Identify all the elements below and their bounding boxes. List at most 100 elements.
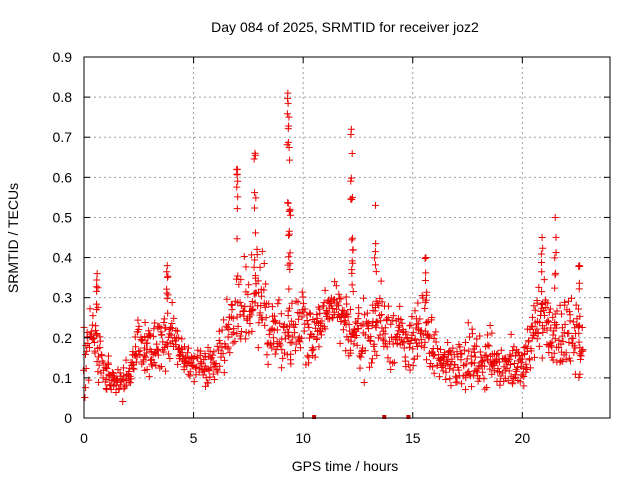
- data-point: [558, 310, 566, 318]
- data-point: [296, 344, 304, 352]
- data-point: [480, 375, 488, 383]
- data-point: [396, 302, 404, 310]
- data-point: [488, 329, 496, 337]
- data-point: [371, 248, 379, 256]
- data-point: [109, 370, 117, 378]
- data-point: [288, 299, 296, 307]
- data-point: [544, 317, 552, 325]
- data-point: [361, 331, 369, 339]
- data-point: [260, 259, 268, 267]
- data-point: [255, 319, 263, 327]
- data-point: [490, 367, 498, 375]
- data-point: [562, 355, 570, 363]
- data-point: [538, 268, 546, 276]
- data-point: [345, 320, 353, 328]
- data-point: [530, 332, 538, 340]
- data-point: [371, 347, 379, 355]
- data-point: [234, 193, 242, 201]
- data-point: [380, 337, 388, 345]
- data-point: [245, 329, 253, 337]
- data-point: [229, 339, 237, 347]
- data-point: [119, 364, 127, 372]
- data-point: [162, 367, 170, 375]
- data-point: [256, 263, 264, 271]
- data-point: [432, 338, 440, 346]
- data-point: [385, 338, 393, 346]
- data-point: [575, 322, 583, 330]
- data-point: [551, 284, 559, 292]
- data-point: [173, 327, 181, 335]
- data-point: [277, 310, 285, 318]
- data-point: [485, 342, 493, 350]
- data-point: [483, 384, 491, 392]
- data-point: [285, 285, 293, 293]
- data-point: [316, 309, 324, 317]
- data-point: [550, 349, 558, 357]
- data-point: [216, 339, 224, 347]
- baseline-markers: [312, 415, 411, 419]
- data-point: [227, 300, 235, 308]
- data-point: [164, 309, 172, 317]
- data-point: [135, 347, 143, 355]
- data-point: [527, 322, 535, 330]
- data-point: [538, 354, 546, 362]
- data-point: [378, 298, 386, 306]
- data-point: [420, 343, 428, 351]
- data-point: [409, 329, 417, 337]
- data-point: [579, 347, 587, 355]
- data-point: [148, 362, 156, 370]
- data-point: [543, 341, 551, 349]
- data-point: [163, 339, 171, 347]
- data-point: [237, 302, 245, 310]
- data-point: [88, 321, 96, 329]
- data-point: [242, 263, 250, 271]
- data-point: [407, 336, 415, 344]
- data-point: [347, 174, 355, 182]
- data-point: [552, 248, 560, 256]
- x-tick-label: 5: [190, 430, 198, 446]
- data-point: [381, 340, 389, 348]
- data-point: [552, 269, 560, 277]
- data-point: [286, 322, 294, 330]
- data-point: [209, 370, 217, 378]
- data-point: [141, 332, 149, 340]
- data-point: [413, 342, 421, 350]
- data-point: [92, 322, 100, 330]
- data-point: [278, 346, 286, 354]
- data-point: [251, 204, 259, 212]
- data-point: [402, 328, 410, 336]
- data-point: [370, 340, 378, 348]
- data-point: [513, 367, 521, 375]
- data-point: [479, 368, 487, 376]
- data-point: [456, 343, 464, 351]
- data-point: [168, 299, 176, 307]
- data-point: [519, 371, 527, 379]
- data-point: [260, 286, 268, 294]
- data-point: [361, 347, 369, 355]
- data-point: [507, 330, 515, 338]
- data-point: [337, 295, 345, 303]
- data-point: [348, 257, 356, 265]
- data-point: [356, 364, 364, 372]
- data-point: [397, 315, 405, 323]
- data-point: [265, 330, 273, 338]
- data-point: [406, 322, 414, 330]
- data-point: [384, 354, 392, 362]
- data-point: [150, 325, 158, 333]
- data-point: [145, 373, 153, 381]
- data-point: [379, 335, 387, 343]
- data-point: [135, 322, 143, 330]
- data-point: [154, 347, 162, 355]
- data-point: [226, 349, 234, 357]
- data-point: [286, 156, 294, 164]
- data-point: [233, 205, 241, 213]
- data-point: [540, 276, 548, 284]
- data-point: [257, 301, 265, 309]
- data-point: [545, 349, 553, 357]
- data-point: [136, 347, 144, 355]
- data-point: [276, 319, 284, 327]
- data-point: [405, 343, 413, 351]
- data-point: [377, 277, 385, 285]
- data-point: [120, 385, 128, 393]
- data-point: [484, 331, 492, 339]
